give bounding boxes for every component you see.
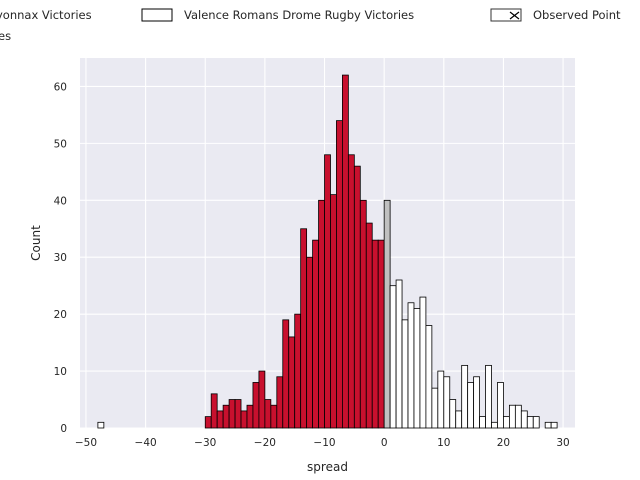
- series-1: [383, 199, 391, 429]
- histogram-bar: [497, 382, 504, 429]
- y-tick-label: 20: [54, 309, 67, 321]
- histogram-bar: [407, 302, 415, 429]
- histogram-bar: [491, 421, 498, 429]
- histogram-bar: [252, 382, 260, 429]
- legend-label-oyonnax: yonnax Victories: [0, 8, 92, 22]
- histogram-bar: [246, 404, 254, 429]
- plot-area: [80, 58, 575, 429]
- histogram-bar: [550, 421, 558, 429]
- x-tick-label: −10: [313, 437, 335, 449]
- histogram-bar: [234, 399, 242, 429]
- histogram-bar: [97, 421, 105, 429]
- legend-swatch-valence: [141, 8, 173, 22]
- histogram-bar: [264, 399, 272, 429]
- legend-label-observed: Observed Point: [533, 8, 621, 22]
- series-2: [97, 279, 558, 429]
- histogram-bar: [508, 404, 516, 429]
- histogram-bar: [449, 399, 457, 429]
- histogram-bar: [359, 199, 367, 429]
- histogram-bar: [216, 410, 224, 429]
- histogram-bar: [306, 256, 313, 429]
- histogram-bar: [365, 222, 373, 429]
- histogram-bar: [342, 74, 349, 429]
- x-tick-label: −20: [254, 437, 276, 449]
- legend-swatch-observed: [490, 8, 522, 22]
- histogram-bar: [228, 399, 236, 429]
- y-tick-label: 50: [54, 138, 67, 150]
- series-0: [204, 74, 385, 429]
- histogram-bar: [431, 387, 439, 429]
- legend: yonnax Victories Valence Romans Drome Ru…: [0, 8, 621, 43]
- x-axis: −50 −40 −30 −20 −10 0 10 20 30: [75, 437, 570, 449]
- y-axis-label: Count: [29, 225, 43, 261]
- x-tick-label: 10: [437, 437, 450, 449]
- histogram-bar: [443, 376, 451, 429]
- histogram-bar: [318, 199, 325, 429]
- y-tick-label: 30: [54, 252, 67, 264]
- histogram-bar: [526, 416, 534, 429]
- histogram-bar: [210, 393, 218, 429]
- histogram-bar: [383, 199, 391, 429]
- histogram-bar: [330, 194, 337, 429]
- histogram-bar: [389, 285, 397, 429]
- x-tick-label: −40: [135, 437, 157, 449]
- histogram-bar: [461, 364, 469, 429]
- histogram-bar: [544, 421, 552, 429]
- histogram-bar: [514, 404, 522, 429]
- histogram-bar: [222, 404, 230, 429]
- histogram-bar: [294, 313, 302, 429]
- histogram-bar: [324, 154, 331, 429]
- histogram-bar: [312, 239, 319, 429]
- x-tick-label: −30: [194, 437, 216, 449]
- histogram-bar: [467, 382, 475, 429]
- histogram-bar: [395, 279, 403, 429]
- histogram-bar: [353, 165, 361, 429]
- observed-marker-icon: [509, 11, 520, 20]
- x-tick-label: 30: [556, 437, 569, 449]
- histogram-bar: [401, 319, 409, 429]
- histogram-bar: [270, 404, 278, 429]
- histogram-bar: [479, 416, 486, 429]
- y-axis: 0 10 20 30 40 50 60: [54, 81, 67, 435]
- histogram-bar: [240, 410, 248, 429]
- histogram-bar: [347, 154, 355, 429]
- x-axis-label: spread: [307, 460, 348, 474]
- histogram-bar: [288, 336, 296, 429]
- histogram-bar: [473, 376, 480, 429]
- histogram-bar: [371, 239, 379, 429]
- histogram-bar: [425, 325, 433, 429]
- histogram-bar: [258, 370, 266, 429]
- x-tick-label: −50: [75, 437, 97, 449]
- y-tick-label: 60: [54, 81, 67, 93]
- histogram-bar: [437, 370, 445, 429]
- histogram-bar: [282, 319, 290, 429]
- histogram-bar: [520, 410, 528, 429]
- histogram-bar: [204, 416, 212, 429]
- legend-label-valence: Valence Romans Drome Rugby Victories: [184, 8, 414, 22]
- bars: [97, 74, 558, 429]
- histogram-bar: [485, 364, 492, 429]
- histogram-bar: [455, 410, 463, 429]
- y-tick-label: 10: [54, 366, 67, 378]
- histogram-bar: [413, 308, 421, 429]
- y-tick-label: 40: [54, 195, 67, 207]
- histogram-bar: [336, 120, 343, 429]
- histogram-bar: [377, 239, 385, 429]
- histogram-bar: [419, 296, 427, 429]
- x-tick-label: 20: [497, 437, 510, 449]
- histogram-bar: [503, 416, 510, 429]
- histogram-bar: [300, 228, 308, 429]
- histogram-bar: [532, 416, 540, 429]
- legend-label-ties: es: [0, 29, 11, 43]
- histogram-bar: [276, 376, 284, 429]
- x-tick-label: 0: [381, 437, 388, 449]
- y-tick-label: 0: [60, 423, 67, 435]
